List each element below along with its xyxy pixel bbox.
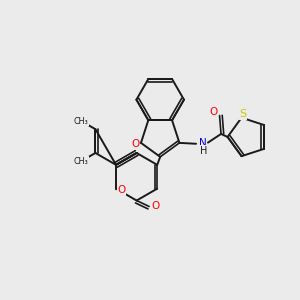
Text: S: S bbox=[239, 109, 247, 119]
Text: N: N bbox=[199, 138, 206, 148]
Text: O: O bbox=[131, 140, 140, 149]
Text: O: O bbox=[209, 107, 217, 117]
Text: H: H bbox=[200, 146, 208, 156]
Text: O: O bbox=[117, 185, 125, 195]
Text: O: O bbox=[152, 202, 160, 212]
Text: CH₃: CH₃ bbox=[74, 157, 89, 166]
Text: CH₃: CH₃ bbox=[74, 116, 89, 125]
